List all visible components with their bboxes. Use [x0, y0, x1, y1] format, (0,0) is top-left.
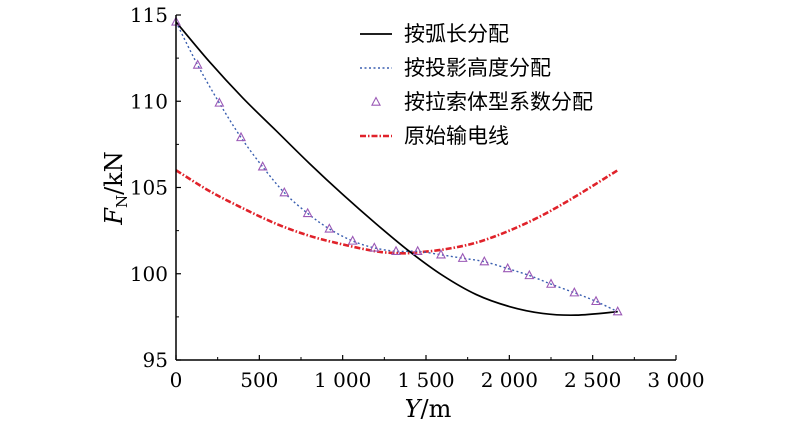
series-point-triangle: [502, 262, 513, 273]
plot-series-layer: [171, 16, 623, 317]
y-tick-label: 100: [130, 262, 168, 286]
x-axis-title: Y/m: [405, 395, 452, 423]
series-point-triangle: [279, 186, 290, 197]
series-line-dotted: [175, 21, 618, 313]
x-tick-label: 2 500: [564, 368, 621, 392]
series-point-triangle: [369, 242, 380, 252]
legend-label: 按弧长分配: [404, 22, 509, 46]
series-point-triangle: [591, 295, 601, 306]
y-axis-title-subscript: N: [113, 195, 131, 208]
series-point-triangle: [436, 249, 446, 259]
y-tick-label: 95: [143, 348, 168, 372]
series-point-triangle: [214, 97, 225, 107]
series-point-triangle: [391, 245, 401, 256]
series-point-triangle: [412, 245, 423, 256]
y-tick-label: 105: [130, 176, 168, 200]
series-line-dashdot: [175, 169, 619, 255]
y-tick-label: 115: [130, 3, 168, 27]
series-point-triangle: [236, 131, 246, 142]
series-point-triangle: [546, 278, 556, 288]
y-tick-label: 110: [130, 89, 168, 113]
x-tick-label: 2 000: [481, 368, 538, 392]
series-point-triangle: [257, 161, 268, 171]
series-point-triangle: [569, 287, 580, 297]
ticks-layer: 0 500 1 000 1 500 2 000 2 500 3 000 95 100 105 110…: [130, 3, 705, 392]
legend-label: 按投影高度分配: [404, 56, 551, 80]
series-point-triangle: [347, 235, 358, 245]
x-axis-title-variable: Y: [405, 395, 423, 423]
legend-label: 按拉索体型系数分配: [404, 90, 593, 114]
x-tick-label: 3 000: [647, 368, 704, 392]
series-line-solid: [175, 21, 618, 317]
x-tick-label: 500: [240, 368, 278, 392]
x-tick-label: 1 000: [314, 368, 371, 392]
y-axis-title-unit: /kN: [100, 151, 128, 195]
x-tick-label: 1 500: [397, 368, 454, 392]
legend-swatch-triangle: [371, 96, 381, 106]
series-point-triangle: [457, 252, 468, 262]
series-point-triangle: [524, 269, 535, 280]
series-point-triangle: [192, 59, 203, 69]
legend-label: 原始输电线: [404, 124, 509, 148]
y-axis-title: FN/kN: [100, 151, 131, 225]
series-point-triangle: [324, 223, 335, 233]
series-point-triangle: [479, 255, 490, 266]
series-point-triangle: [302, 207, 313, 218]
series-point-triangle: [612, 306, 623, 316]
x-axis-title-unit: /m: [421, 395, 452, 423]
y-axis-title-variable: F: [100, 207, 128, 226]
x-tick-label: 0: [170, 368, 183, 392]
